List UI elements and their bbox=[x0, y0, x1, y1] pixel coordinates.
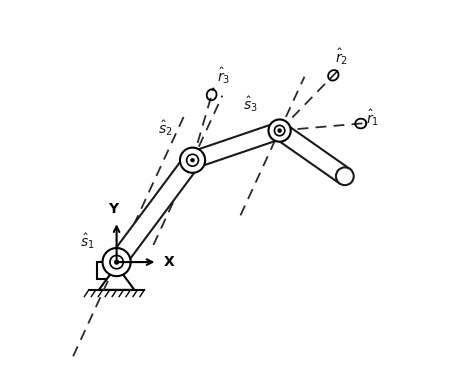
Circle shape bbox=[191, 158, 194, 162]
Polygon shape bbox=[109, 155, 200, 267]
Circle shape bbox=[271, 122, 289, 139]
Circle shape bbox=[268, 120, 291, 142]
Circle shape bbox=[110, 255, 123, 269]
Circle shape bbox=[184, 152, 201, 169]
Text: $\hat{s}_2$: $\hat{s}_2$ bbox=[157, 118, 172, 138]
Text: $\hat{r}_1$: $\hat{r}_1$ bbox=[366, 108, 380, 128]
Text: $\hat{r}_3$: $\hat{r}_3$ bbox=[217, 65, 230, 85]
Circle shape bbox=[114, 260, 119, 264]
Circle shape bbox=[183, 151, 201, 169]
Circle shape bbox=[180, 148, 205, 173]
Text: $\hat{s}_3$: $\hat{s}_3$ bbox=[243, 94, 257, 114]
Circle shape bbox=[336, 167, 354, 185]
Circle shape bbox=[274, 125, 285, 136]
Polygon shape bbox=[99, 266, 135, 290]
Text: $\hat{r}_2$: $\hat{r}_2$ bbox=[335, 47, 348, 67]
Polygon shape bbox=[274, 123, 350, 183]
Circle shape bbox=[187, 154, 199, 166]
Text: $\hat{s}_1$: $\hat{s}_1$ bbox=[80, 231, 94, 251]
Circle shape bbox=[271, 122, 288, 139]
Circle shape bbox=[102, 248, 131, 276]
Circle shape bbox=[108, 253, 126, 271]
Text: Y: Y bbox=[109, 202, 118, 216]
Circle shape bbox=[278, 129, 282, 132]
Bar bbox=[97, 262, 117, 279]
Text: X: X bbox=[164, 255, 175, 269]
Polygon shape bbox=[190, 123, 283, 168]
